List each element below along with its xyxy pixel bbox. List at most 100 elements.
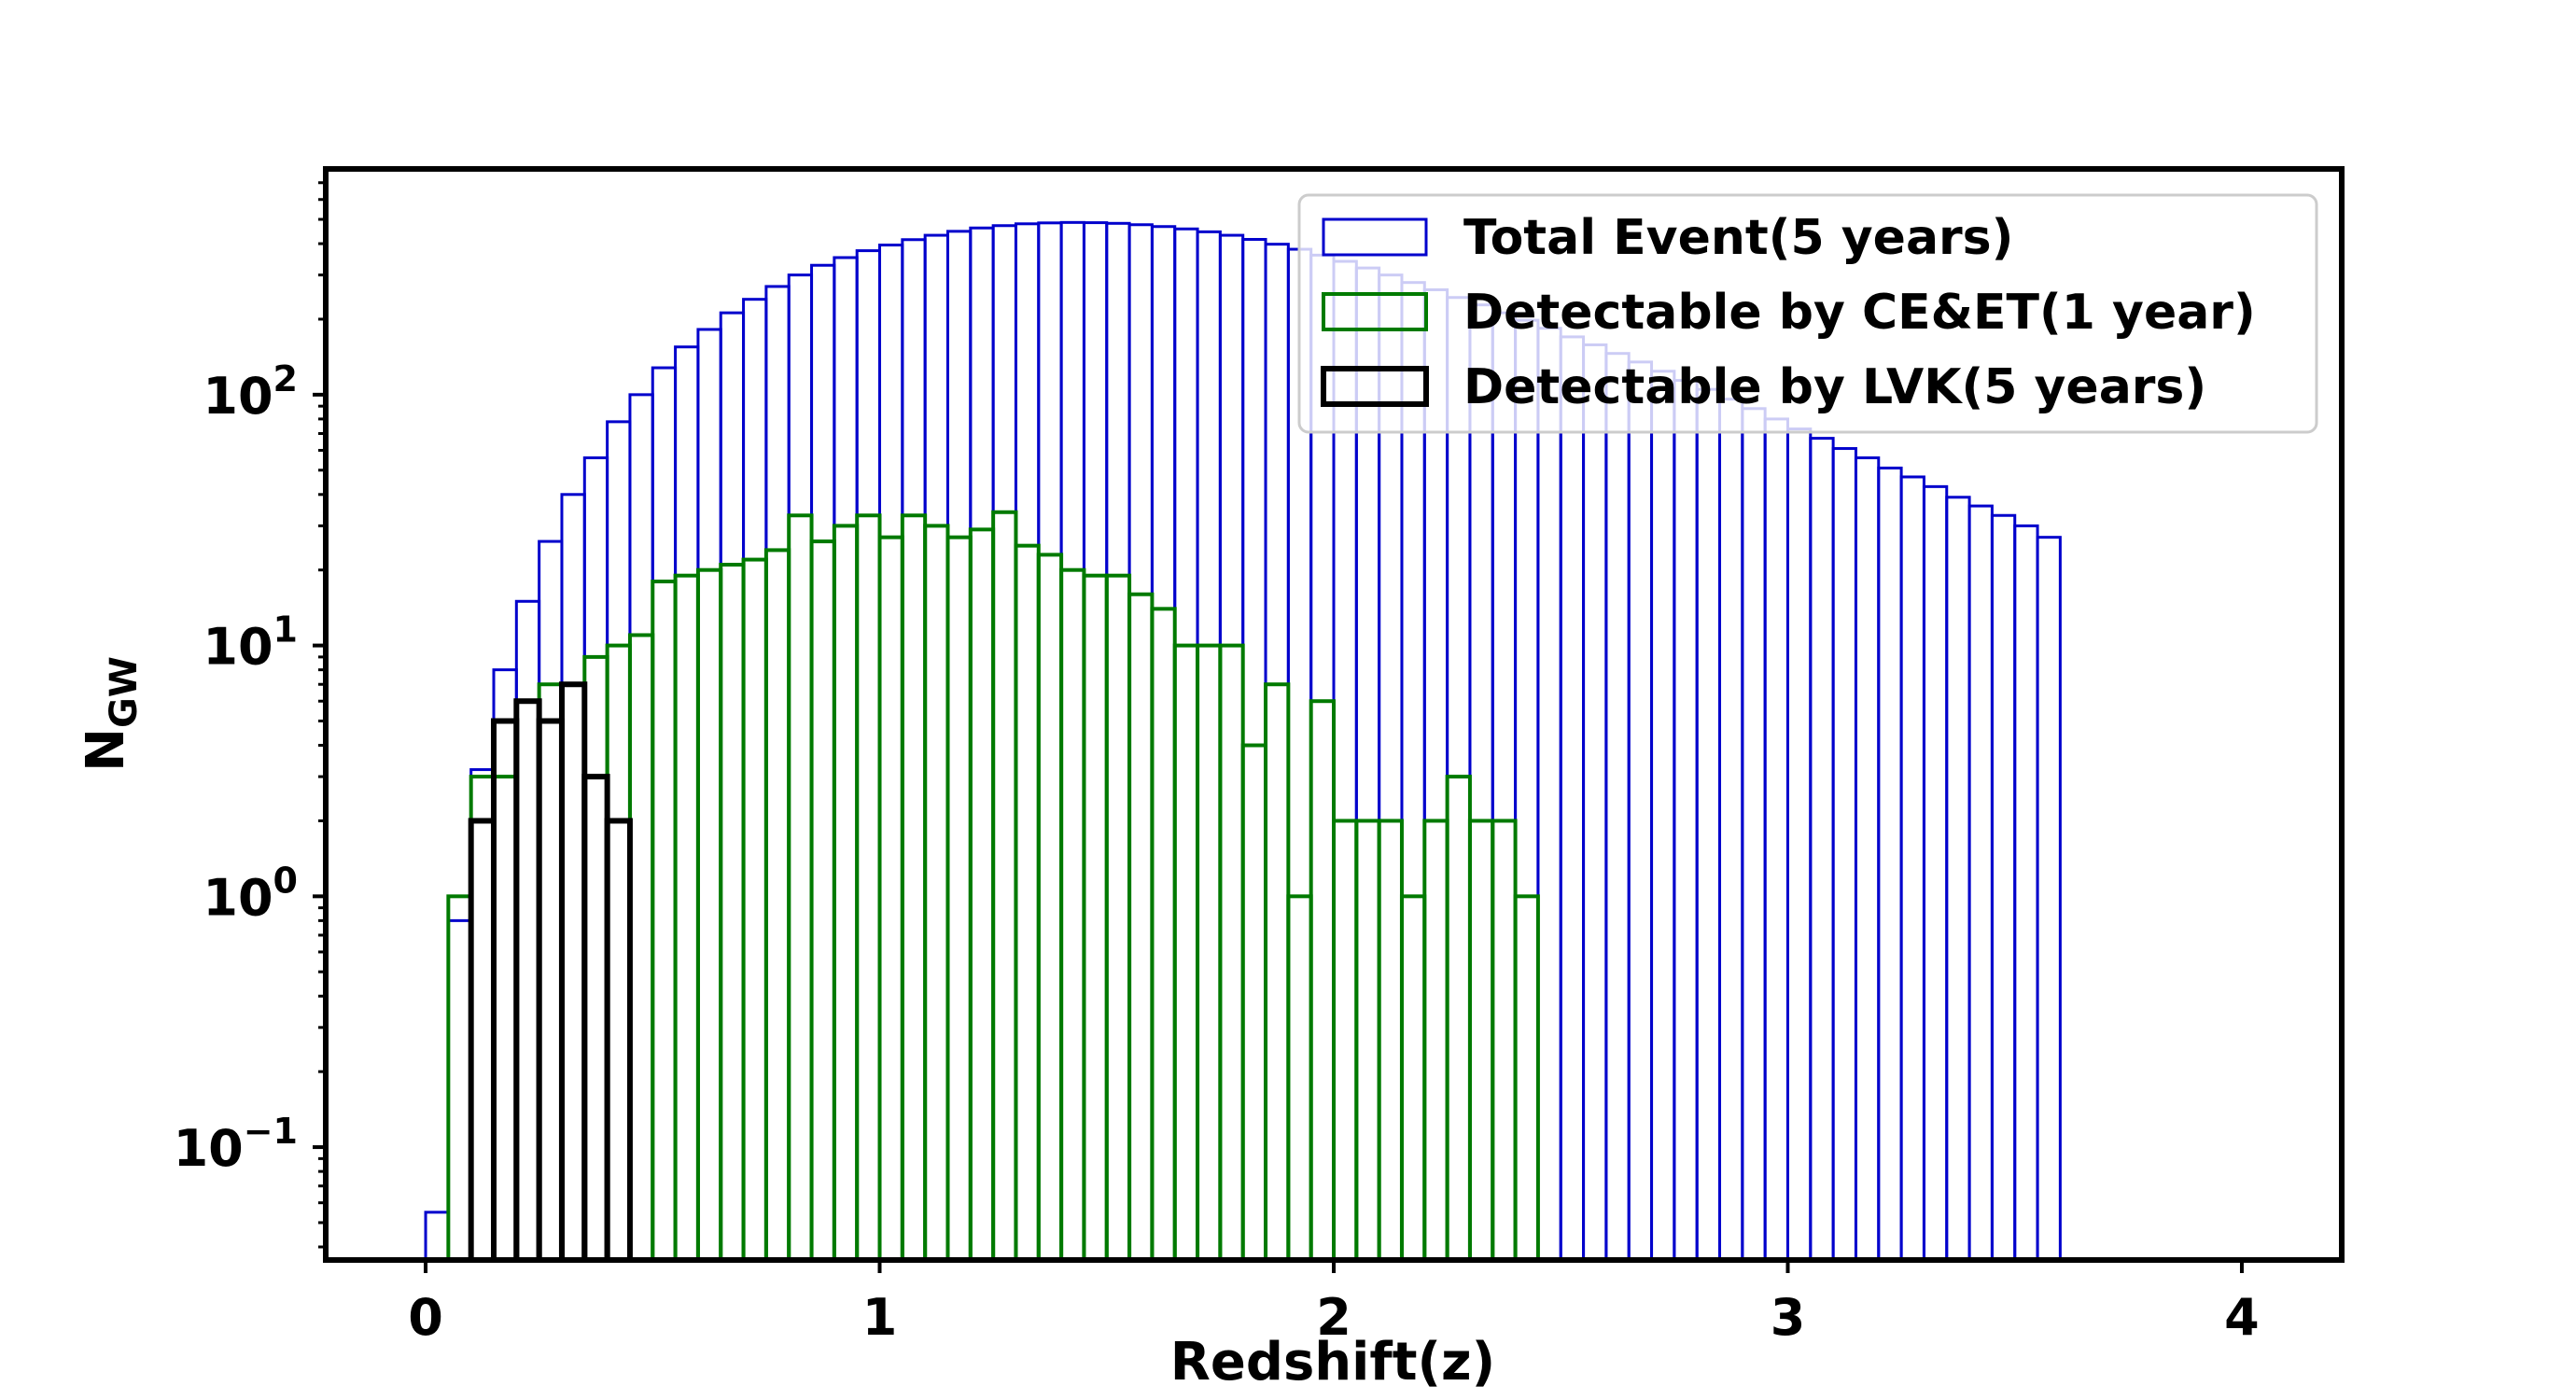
total-event-bar xyxy=(1241,237,1267,1262)
total-event-bar xyxy=(1877,466,1903,1262)
ce-et-bar xyxy=(1354,819,1381,1262)
y-tick-label: 10−1 xyxy=(174,1111,298,1178)
ce-et-bar xyxy=(492,775,519,1262)
total-event-bar xyxy=(674,345,700,1262)
ce-et-bar xyxy=(923,524,950,1262)
lvk-bar xyxy=(491,718,520,1263)
total-event-bar xyxy=(878,244,904,1262)
ce-et-bar xyxy=(741,557,768,1262)
ce-et-bar xyxy=(1422,819,1449,1262)
x-tick-label: 3 xyxy=(1771,1288,1806,1347)
ce-et-bar xyxy=(537,682,564,1262)
total-event-bar xyxy=(764,285,791,1262)
total-event-bar xyxy=(1468,303,1494,1262)
total-event-bar xyxy=(651,366,678,1262)
ce-et-bar xyxy=(1172,643,1200,1262)
ce-et-bar xyxy=(1127,592,1155,1262)
series-ce-et-bars xyxy=(446,510,1540,1263)
total-event-bar xyxy=(628,393,654,1262)
ce-et-bar xyxy=(1104,573,1132,1262)
total-event-bar xyxy=(1945,496,1971,1262)
total-event-bar xyxy=(855,249,882,1262)
total-event-bar xyxy=(923,233,949,1262)
ce-et-bar xyxy=(1491,819,1518,1262)
ce-et-bar xyxy=(605,643,632,1262)
x-tick-label: 2 xyxy=(1316,1288,1351,1347)
total-event-bar xyxy=(1491,311,1518,1262)
legend-swatch-total-event xyxy=(1322,217,1428,257)
total-event-bar xyxy=(446,918,473,1262)
ce-et-bar xyxy=(469,775,496,1262)
ce-et-bar xyxy=(1196,643,1223,1262)
x-tick-label: 1 xyxy=(862,1288,898,1347)
total-event-bar xyxy=(582,456,609,1262)
ce-et-bar xyxy=(832,524,860,1262)
total-event-bar xyxy=(787,273,814,1262)
ce-et-bar xyxy=(787,513,814,1262)
ce-et-bar xyxy=(651,580,678,1262)
total-event-bar xyxy=(2013,524,2039,1262)
total-event-bar xyxy=(1514,318,1540,1262)
ce-et-bar xyxy=(763,548,791,1262)
total-event-bar xyxy=(833,256,859,1262)
ce-et-bar xyxy=(719,563,746,1262)
legend: Total Event(5 years) Detectable by CE&ET… xyxy=(1297,193,2318,434)
ce-et-bar xyxy=(582,654,609,1262)
ce-et-bar xyxy=(1513,894,1540,1263)
total-event-bar xyxy=(1854,456,1881,1262)
total-event-bar xyxy=(1150,225,1177,1262)
total-event-bar xyxy=(1922,484,1949,1262)
legend-label-ce-et: Detectable by CE&ET(1 year) xyxy=(1463,285,2256,341)
total-event-bar xyxy=(469,768,496,1262)
total-event-bar xyxy=(1967,504,1994,1262)
total-event-bar xyxy=(1809,437,1835,1262)
ce-et-bar xyxy=(1399,894,1427,1263)
ce-et-bar xyxy=(1332,819,1359,1262)
ce-et-bar xyxy=(514,699,541,1262)
ce-et-bar xyxy=(673,573,700,1262)
ce-et-bar xyxy=(446,894,473,1263)
total-event-bar xyxy=(1105,221,1131,1262)
legend-swatch-ce-et xyxy=(1322,292,1428,331)
ce-et-bar xyxy=(1150,607,1177,1262)
total-event-bar xyxy=(1831,447,1857,1262)
series-lvk-bars xyxy=(468,681,633,1263)
total-event-bar xyxy=(424,1211,450,1262)
total-event-bar xyxy=(1582,343,1608,1262)
ce-et-bar xyxy=(1014,543,1041,1262)
ce-et-bar xyxy=(1377,819,1404,1262)
total-event-bar xyxy=(1695,387,1722,1262)
total-event-bar xyxy=(492,668,518,1262)
ce-et-bar xyxy=(991,510,1018,1262)
total-event-bar xyxy=(560,493,586,1262)
total-event-bar xyxy=(1082,221,1109,1262)
ce-et-bar xyxy=(1309,699,1337,1262)
total-event-bar xyxy=(1536,327,1562,1262)
ce-et-bar xyxy=(855,513,882,1262)
total-event-bar xyxy=(719,311,746,1262)
legend-label-lvk: Detectable by LVK(5 years) xyxy=(1463,359,2206,415)
total-event-bar xyxy=(606,420,632,1262)
y-tick-label: 101 xyxy=(203,609,298,677)
y-tick-label: 102 xyxy=(203,358,298,426)
total-event-bar xyxy=(1196,230,1222,1262)
ce-et-bar xyxy=(900,513,928,1262)
total-event-bar xyxy=(991,224,1017,1262)
lvk-bar xyxy=(536,718,565,1263)
ce-et-bar xyxy=(559,682,587,1262)
ce-et-bar xyxy=(1082,573,1109,1262)
total-event-bar xyxy=(901,238,927,1262)
ce-et-bar xyxy=(877,535,904,1262)
y-axis-title-main: N xyxy=(76,728,136,772)
y-tick-label: 100 xyxy=(203,860,298,927)
legend-box xyxy=(1297,193,2318,434)
lvk-bar xyxy=(558,681,588,1263)
total-event-bar xyxy=(742,298,768,1262)
ce-et-bar xyxy=(1286,894,1313,1263)
total-event-bar xyxy=(1127,223,1154,1262)
total-event-bar xyxy=(1650,370,1676,1262)
ce-et-bar xyxy=(1218,643,1245,1262)
total-event-bar xyxy=(969,226,995,1262)
total-event-bar xyxy=(1785,427,1813,1262)
lvk-bar xyxy=(604,818,633,1263)
